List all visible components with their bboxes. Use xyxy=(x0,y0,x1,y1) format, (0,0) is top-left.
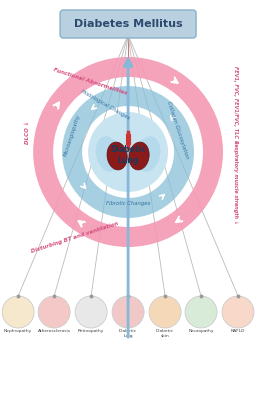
Circle shape xyxy=(38,296,70,328)
Text: NAFLD: NAFLD xyxy=(231,329,245,333)
Text: Neuropathy: Neuropathy xyxy=(188,329,214,333)
FancyBboxPatch shape xyxy=(60,10,196,38)
Text: Diabetic
lung: Diabetic lung xyxy=(119,329,137,338)
Ellipse shape xyxy=(96,136,121,172)
Text: Functional Abnormalities: Functional Abnormalities xyxy=(53,68,128,96)
Text: Diabetic
Lung: Diabetic Lung xyxy=(110,145,146,165)
Text: Diabetes Mellitus: Diabetes Mellitus xyxy=(74,19,182,29)
Circle shape xyxy=(2,296,34,328)
Text: Disturbing BT and ventilation: Disturbing BT and ventilation xyxy=(31,220,120,254)
Ellipse shape xyxy=(136,136,160,172)
Circle shape xyxy=(185,296,217,328)
Text: Microangiopathy: Microangiopathy xyxy=(63,113,81,157)
Ellipse shape xyxy=(129,142,149,170)
Circle shape xyxy=(75,296,107,328)
Wedge shape xyxy=(62,86,194,218)
Text: Retinopathy: Retinopathy xyxy=(78,329,104,333)
Wedge shape xyxy=(33,57,223,247)
Text: Diabetic
skin: Diabetic skin xyxy=(156,329,174,338)
Text: Atherosclerosis: Atherosclerosis xyxy=(38,329,71,333)
Ellipse shape xyxy=(107,142,127,170)
Text: DLCO ↓: DLCO ↓ xyxy=(25,120,30,144)
Text: Respiratory muscle strength ↓: Respiratory muscle strength ↓ xyxy=(233,140,237,224)
Text: Collagen Glucosylation: Collagen Glucosylation xyxy=(166,100,190,160)
Circle shape xyxy=(222,296,254,328)
Text: Nephropathy: Nephropathy xyxy=(4,329,32,333)
Circle shape xyxy=(88,112,168,192)
Text: Histological Changes: Histological Changes xyxy=(80,89,130,121)
Circle shape xyxy=(149,296,181,328)
Text: Fibrotic Changes: Fibrotic Changes xyxy=(106,200,150,206)
Circle shape xyxy=(112,296,144,328)
Text: FEV1, FVC, FEV1/FVC, TLC ↓: FEV1, FVC, FEV1/FVC, TLC ↓ xyxy=(233,66,237,144)
